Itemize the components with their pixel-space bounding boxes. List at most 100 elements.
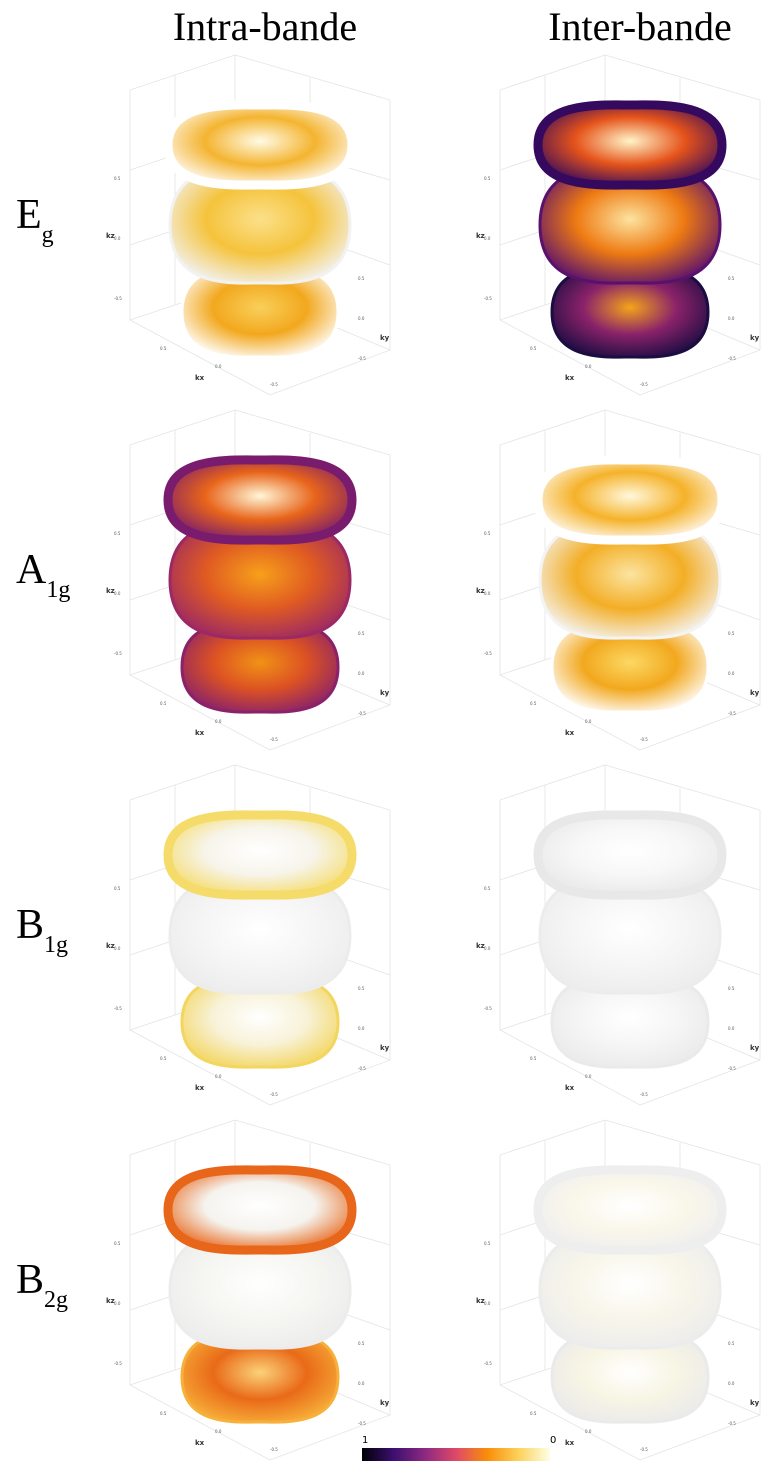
row-label: B1g [16,902,68,958]
tick-label: 0.5 [358,1341,365,1346]
box-line [129,1029,271,1106]
box-line [639,349,761,396]
box-line [604,409,761,456]
tick-label: -0.5 [114,1361,122,1366]
tick-label: -0.5 [114,296,122,301]
box-line [499,764,606,801]
box-line [129,1384,271,1461]
tick-label: -0.5 [114,651,122,656]
top-surface [163,810,357,900]
tick-label: 0.5 [114,176,121,181]
tick-label: 0.0 [728,671,735,676]
tick-label: 0.5 [728,276,735,281]
box-line [129,764,236,801]
box-line [129,319,271,396]
tick-label: 0.5 [728,986,735,991]
tick-label: 0.0 [358,316,365,321]
tick-label: 0.5 [114,886,121,891]
tick-label: -0.5 [358,1066,366,1071]
box-line [639,1059,761,1106]
top-surface [533,1165,727,1255]
axis-label: ky [750,1044,760,1052]
tick-label: 0.5 [358,986,365,991]
box-line [234,409,391,456]
box-line [639,1414,761,1461]
tick-label: 0.5 [484,1241,491,1246]
top-surface [533,100,727,190]
row-letter: B [16,902,44,948]
box-line [129,674,271,751]
tick-label: -0.5 [484,296,492,301]
box-line [269,349,391,396]
axis-label: kx [565,729,575,737]
tick-label: -0.5 [358,356,366,361]
tick-label: -0.5 [114,1006,122,1011]
tick-label: 0.5 [484,531,491,536]
tick-label: -0.5 [358,711,366,716]
top-surface [163,100,357,190]
tick-label: 0.0 [114,236,121,241]
tick-label: -0.5 [728,1421,736,1426]
axis-label: kz [476,942,485,950]
tick-label: 0.5 [160,701,167,706]
row-label: Eg [16,192,54,248]
tick-label: 0.5 [728,1341,735,1346]
box-line [604,54,761,101]
axis-label: kz [476,232,485,240]
box-line [604,764,761,811]
colorbar-label: 0 [550,1435,556,1446]
box-line [499,319,641,396]
tick-label: 0.0 [585,1074,592,1079]
top-surface [163,455,357,545]
box-line [604,1119,761,1166]
tick-label: 0.0 [114,591,121,596]
tick-label: 0.0 [484,236,491,241]
tick-label: 0.5 [530,346,537,351]
box-line [639,704,761,751]
tick-label: 0.0 [114,946,121,951]
tick-label: 0.0 [728,1381,735,1386]
tick-label: -0.5 [484,1361,492,1366]
tick-label: 0.0 [728,1026,735,1031]
axis-label: kx [195,374,205,382]
box-line [269,1059,391,1106]
tick-label: 0.0 [484,591,491,596]
row-label: B2g [16,1257,68,1313]
tick-label: -0.5 [270,1447,278,1452]
row-label: A1g [16,547,70,603]
axis-label: kx [195,1084,205,1092]
axis-label: kz [476,587,485,595]
box-line [269,1414,391,1461]
box-line [499,409,606,446]
tick-label: -0.5 [270,737,278,742]
column-title: Intra-bande [173,4,357,49]
box-line [499,54,606,91]
tick-label: 0.0 [358,1381,365,1386]
row-subscript: g [42,222,54,248]
tick-label: 0.0 [215,719,222,724]
tick-label: -0.5 [640,737,648,742]
row-subscript: 2g [44,1287,68,1313]
axis-label: kz [476,1297,485,1305]
box-line [499,1119,606,1156]
axis-label: ky [750,689,760,697]
tick-label: 0.5 [160,346,167,351]
tick-label: 0.5 [358,276,365,281]
top-surface [163,1165,357,1255]
tick-label: 0.5 [114,1241,121,1246]
box-line [129,54,236,91]
tick-label: 0.5 [160,1411,167,1416]
tick-label: -0.5 [270,1092,278,1097]
tick-label: 0.0 [585,719,592,724]
row-letter: E [16,192,42,238]
axis-label: kz [106,587,115,595]
axis-label: ky [380,1399,390,1407]
axis-label: kx [565,1084,575,1092]
axis-label: ky [380,334,390,342]
colorbar-label: 1 [362,1435,368,1446]
tick-label: 0.0 [215,1074,222,1079]
axis-label: kx [195,1439,205,1447]
tick-label: -0.5 [358,1421,366,1426]
tick-label: 0.5 [358,631,365,636]
tick-label: 0.0 [484,1301,491,1306]
